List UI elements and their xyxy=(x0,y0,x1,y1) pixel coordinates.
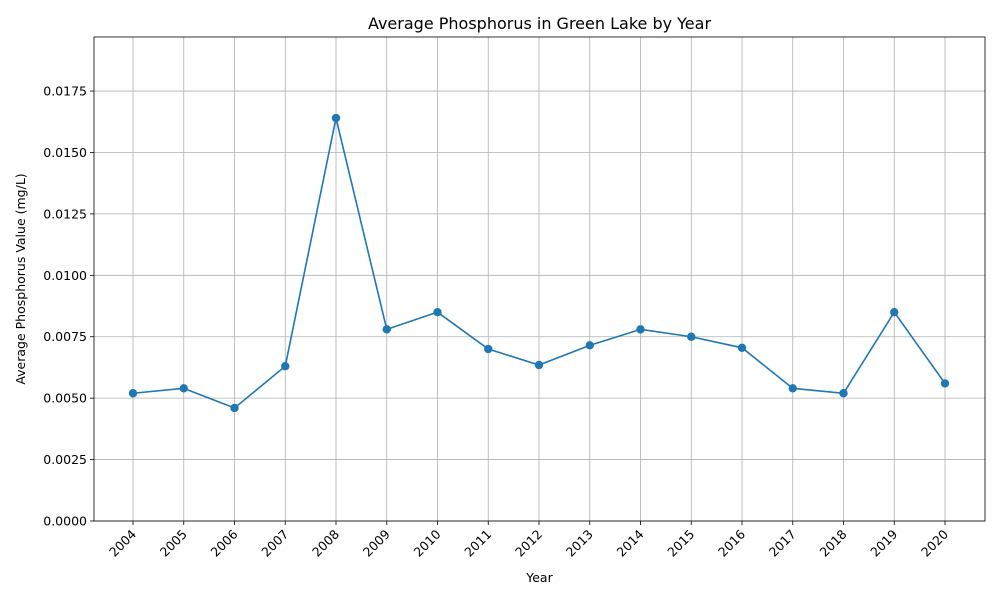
y-tick-label: 0.0125 xyxy=(43,206,87,221)
plot-frame xyxy=(93,36,986,522)
data-point xyxy=(839,389,848,398)
y-tick-label: 0.0000 xyxy=(43,514,87,529)
x-tick-label: 2016 xyxy=(715,526,748,559)
x-tick-label: 2005 xyxy=(157,527,190,560)
data-point xyxy=(788,384,797,393)
y-tick-label: 0.0025 xyxy=(43,452,87,467)
x-tick-label: 2009 xyxy=(360,526,393,559)
x-tick-label: 2011 xyxy=(461,527,494,560)
chart-title: Average Phosphorus in Green Lake by Year xyxy=(368,14,711,33)
data-point xyxy=(940,379,950,388)
x-tick-label: 2012 xyxy=(512,527,545,560)
data-point xyxy=(890,307,899,317)
y-tick-label: 0.0175 xyxy=(43,84,87,99)
data-point xyxy=(281,362,290,371)
data-point xyxy=(534,360,544,370)
data-point xyxy=(433,307,442,317)
y-tick-label: 0.0100 xyxy=(43,268,87,283)
x-axis-label: Year xyxy=(525,570,553,585)
axis-ticks: 2004 2005 2006 2007 2008 2009 2010 2011 2012 2013… xyxy=(43,84,951,560)
x-tick-label: 2007 xyxy=(258,527,291,560)
x-tick-label: 2017 xyxy=(766,527,799,560)
data-point xyxy=(687,332,696,341)
y-tick-label: 0.0150 xyxy=(43,145,87,160)
series xyxy=(128,113,950,413)
y-axis-label: Average Phosphorus Value (mg/L) xyxy=(13,173,28,384)
x-tick-label: 2018 xyxy=(817,526,850,559)
x-tick-label: 2020 xyxy=(918,526,951,559)
data-point xyxy=(636,325,645,334)
x-tick-label: 2015 xyxy=(664,527,697,560)
x-tick-label: 2006 xyxy=(208,526,241,559)
data-point xyxy=(484,344,493,354)
x-tick-label: 2004 xyxy=(106,526,139,559)
x-tick-label: 2010 xyxy=(411,526,444,559)
x-tick-label: 2013 xyxy=(563,527,596,560)
data-point xyxy=(179,384,188,393)
data-point xyxy=(331,113,341,123)
y-tick-label: 0.0075 xyxy=(43,329,87,344)
data-point xyxy=(585,341,594,350)
x-tick-label: 2008 xyxy=(309,526,342,559)
y-tick-label: 0.0050 xyxy=(43,391,87,406)
x-tick-label: 2014 xyxy=(614,526,647,559)
data-point xyxy=(737,343,747,352)
data-point xyxy=(128,389,138,398)
x-tick-label: 2019 xyxy=(867,526,900,559)
data-point xyxy=(382,325,391,334)
grid xyxy=(94,37,985,522)
data-point xyxy=(230,403,239,413)
